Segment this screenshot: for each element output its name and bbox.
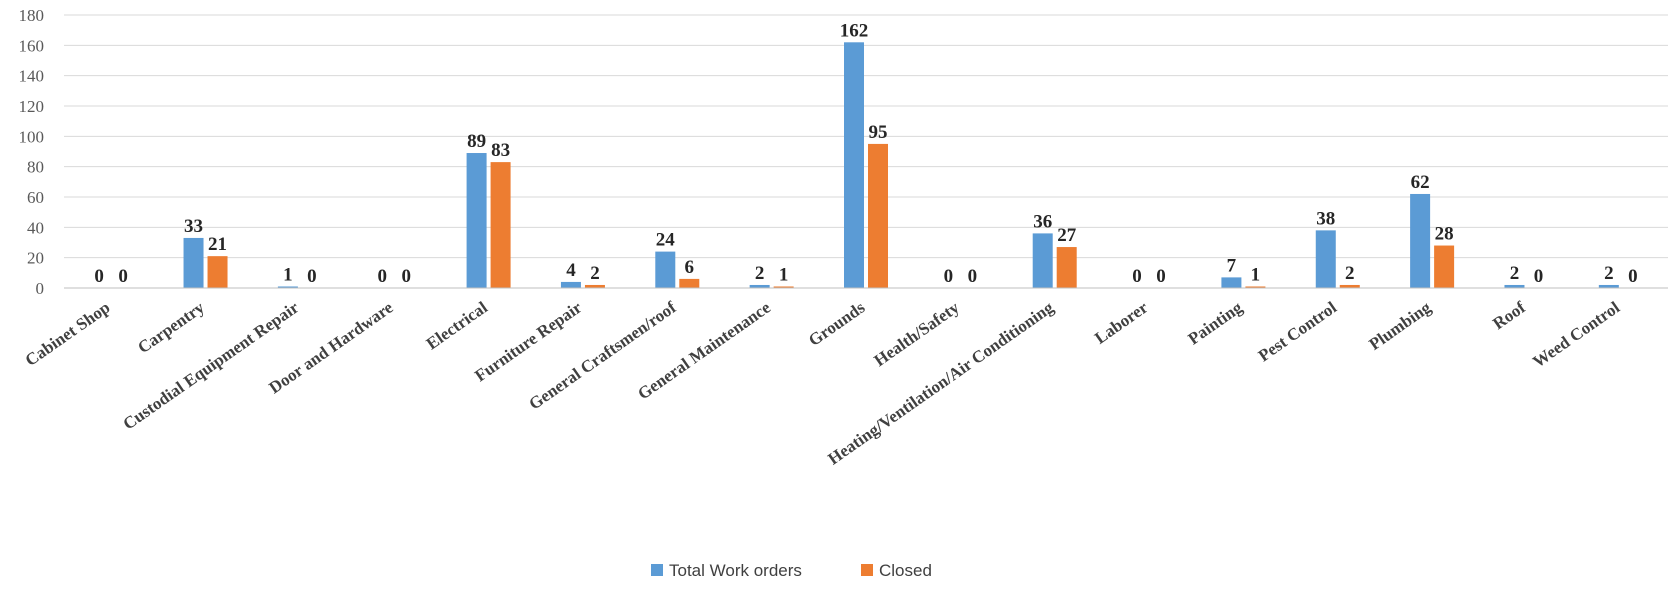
bar-total [466,153,487,288]
data-label: 0 [944,266,954,287]
data-label: 33 [184,216,203,237]
y-tick-label: 20 [27,249,44,268]
data-label: 89 [467,131,486,152]
data-label: 28 [1435,224,1454,245]
bar-closed [679,278,700,288]
bar-total [655,251,676,288]
data-label: 162 [840,20,869,41]
x-tick-label: Grounds [805,297,869,349]
legend-swatch [861,564,873,576]
gridlines [64,14,1668,259]
legend-label: Total Work orders [669,561,802,580]
data-label: 2 [1345,263,1355,284]
bar-total [560,281,581,288]
data-label: 62 [1411,172,1430,193]
data-label: 0 [118,266,128,287]
data-label: 2 [590,263,600,284]
data-label: 0 [94,266,104,287]
data-label: 6 [685,257,695,278]
bar-closed [1056,247,1077,288]
data-label: 0 [401,266,411,287]
bar-total [183,237,204,288]
x-tick-label: Painting [1185,297,1247,348]
x-tick-label: Laborer [1091,297,1152,347]
data-label: 0 [377,266,387,287]
bar-total [749,284,770,288]
data-label: 1 [779,264,789,285]
bar-total [1032,233,1053,288]
bar-closed [584,284,605,288]
x-tick-label: Custodial Equipment Repair [119,297,302,433]
data-label: 2 [755,263,765,284]
data-label: 0 [1132,266,1142,287]
data-label: 0 [307,266,317,287]
data-label: 7 [1227,255,1237,276]
legend-label: Closed [879,561,932,580]
bar-closed [1434,245,1455,288]
data-label: 0 [1534,266,1544,287]
x-tick-label: Health/Safety [871,297,964,370]
x-tick-label: Weed Control [1529,298,1623,372]
data-label: 27 [1057,225,1077,246]
data-label: 2 [1604,263,1614,284]
bar-closed [1245,286,1266,288]
x-tick-label: Cabinet Shop [22,298,114,370]
y-tick-label: 140 [19,67,45,86]
y-tick-label: 180 [19,6,45,25]
x-tick-label: Plumbing [1365,297,1434,353]
bar-total [1504,284,1525,288]
x-tick-label: Roof [1489,298,1529,334]
data-label: 38 [1316,208,1335,229]
bar-total [1598,284,1619,288]
data-label: 83 [491,140,510,161]
x-tick-label: Carpentry [134,297,208,357]
bar-total [277,286,298,288]
bar-total [1221,277,1242,288]
bar-closed [773,286,794,288]
y-tick-label: 120 [19,97,45,116]
x-tick-label: Electrical [423,298,491,354]
x-tick-label: Pest Control [1255,298,1341,366]
bar-closed [1339,284,1360,288]
bar-total [1410,193,1431,288]
bar-total [844,42,864,288]
data-label: 21 [208,234,227,255]
data-label: 0 [1628,266,1638,287]
legend-swatch [651,564,663,576]
legend: Total Work orders Closed [651,561,932,580]
data-label: 36 [1033,211,1052,232]
y-tick-label: 60 [27,188,44,207]
data-label: 4 [566,260,576,281]
bar-closed [868,143,888,288]
data-label: 95 [869,122,888,143]
bar-closed [207,256,228,288]
y-tick-label: 80 [27,158,44,177]
data-label: 2 [1510,263,1520,284]
y-tick-label: 100 [19,127,45,146]
data-label: 1 [1251,264,1261,285]
bar-closed [490,162,511,288]
y-tick-label: 0 [36,279,45,298]
data-label: 0 [968,266,978,287]
y-tick-label: 40 [27,218,44,237]
y-tick-label: 160 [19,36,45,55]
y-axis: 0 20 40 60 80 100 120 140 160 180 [19,6,45,298]
data-label: 1 [283,264,293,285]
bars [183,42,1619,288]
data-label: 0 [1156,266,1166,287]
data-label: 24 [656,230,676,251]
bar-total [1315,230,1336,288]
